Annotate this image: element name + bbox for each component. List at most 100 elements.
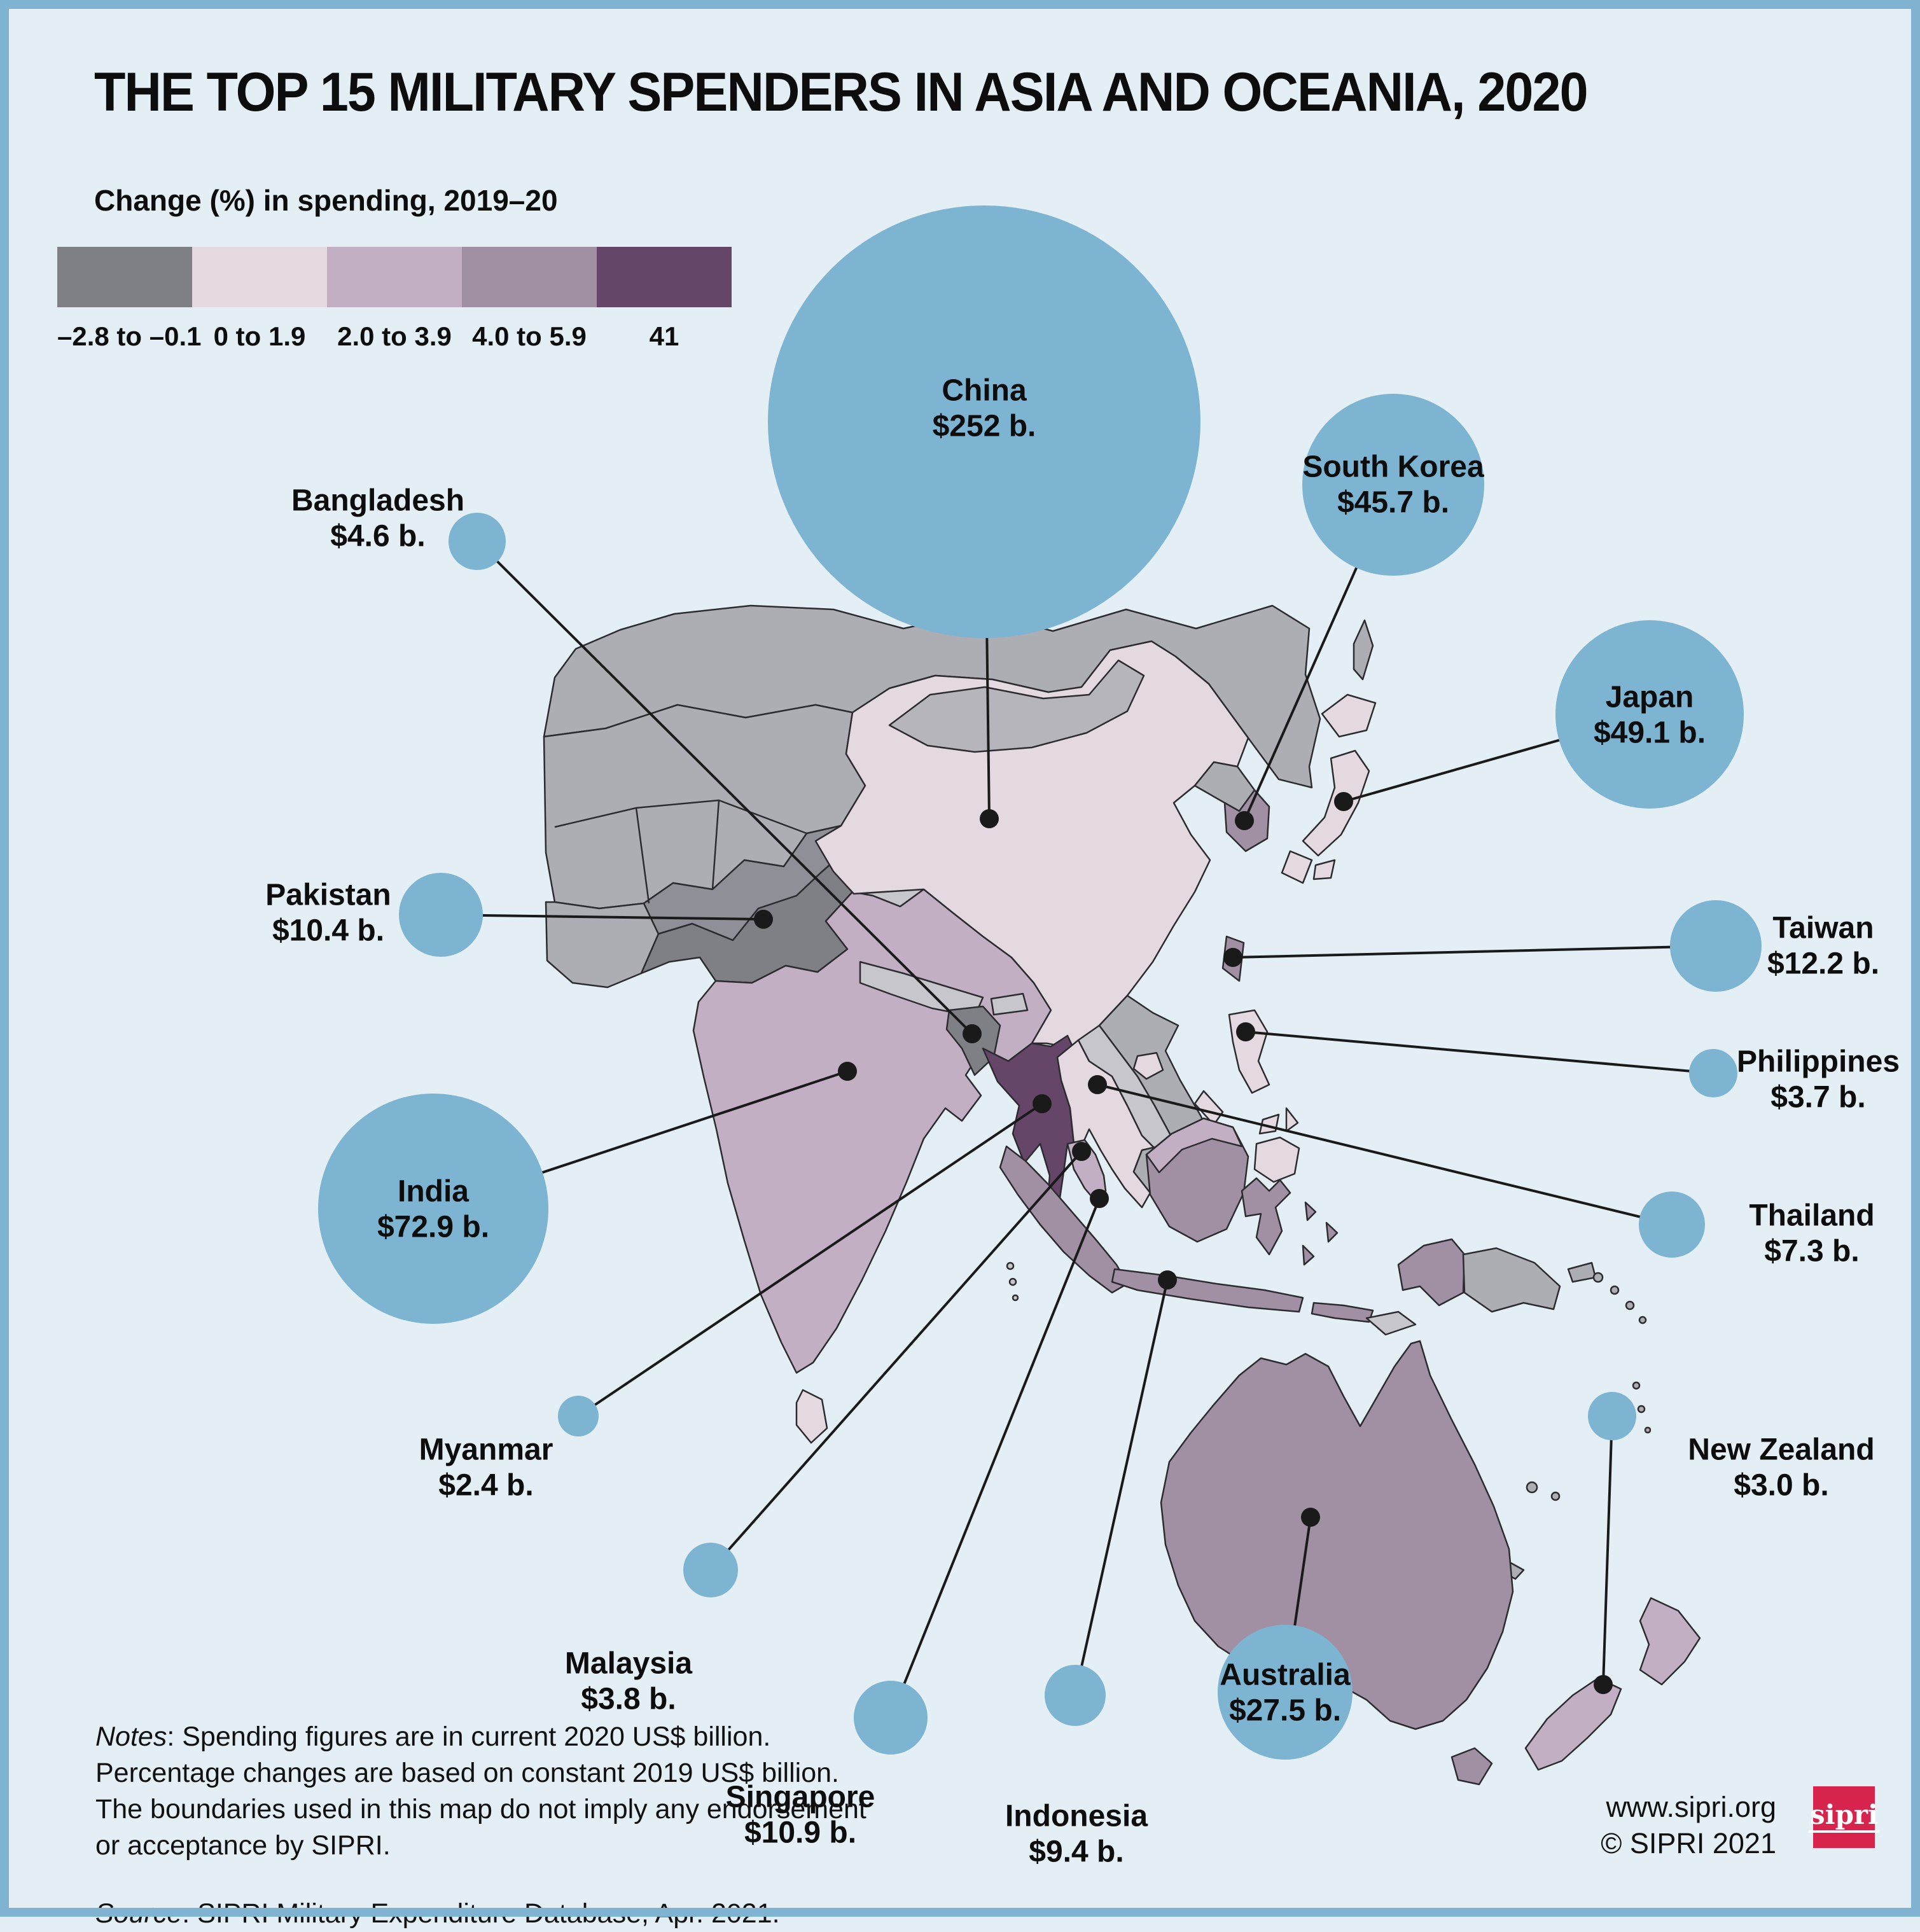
page-title: THE TOP 15 MILITARY SPENDERS IN ASIA AND… — [94, 62, 1589, 123]
bubble-value-bangladesh: $4.6 b. — [330, 520, 425, 553]
dot-myanmar — [1033, 1094, 1052, 1113]
bubble-china — [768, 205, 1200, 638]
connector-pakistan — [440, 914, 764, 921]
bubble-country-australia: Australia — [1220, 1658, 1351, 1692]
source-line: Source: SIPRI Military Expenditure Datab… — [95, 1898, 780, 1929]
bubble-country-china: China — [942, 374, 1027, 408]
sipri-logo-text: sipri — [1808, 1802, 1880, 1833]
island-7 — [1526, 1481, 1538, 1494]
country-philippines-mindanao — [1253, 1136, 1300, 1183]
bubble-value-south-korea: $45.7 b. — [1337, 486, 1449, 520]
dot-bangladesh — [963, 1024, 982, 1043]
connector-bangladesh — [476, 540, 973, 1035]
country-sulawesi — [1241, 1177, 1291, 1256]
country-timor — [1365, 1310, 1417, 1336]
notes-line: The boundaries used in this map do not i… — [95, 1794, 866, 1824]
spending-bubbles — [318, 205, 1762, 1760]
legend-class-label: 0 to 1.9 — [213, 321, 306, 351]
country-japan-kyushu — [1281, 850, 1313, 884]
dot-japan — [1334, 792, 1353, 811]
bubble-country-india: India — [398, 1175, 469, 1209]
island-1 — [1610, 1285, 1620, 1295]
connector-philippines — [1245, 1031, 1714, 1074]
country-papua-new-guinea — [1462, 1247, 1561, 1313]
country-moluccas-2 — [1325, 1221, 1339, 1243]
island-4 — [1632, 1381, 1641, 1390]
connector-taiwan — [1232, 945, 1716, 959]
legend-swatch-row — [57, 247, 732, 307]
country-borneo-malaysia — [1145, 1117, 1243, 1174]
connector-malaysia — [709, 1150, 1083, 1571]
country-moluccas-1 — [1304, 1201, 1317, 1221]
dot-indonesia — [1158, 1270, 1177, 1289]
legend-label-row: –2.8 to –0.1 0 to 1.9 2.0 to 3.9 4.0 to 5.9… — [57, 307, 732, 352]
bubble-india — [318, 1094, 548, 1324]
bubble-country-myanmar: Myanmar — [419, 1433, 553, 1467]
dot-new-zealand — [1594, 1675, 1613, 1694]
island-8 — [1550, 1491, 1561, 1501]
legend-swatch-1 — [192, 247, 327, 307]
bubble-value-japan: $49.1 b. — [1594, 716, 1706, 750]
country-japan-hokkaido — [1321, 693, 1377, 738]
dot-philippines — [1236, 1022, 1255, 1041]
bubble-value-india: $72.9 b. — [377, 1211, 489, 1244]
bubble-south-korea — [1302, 394, 1484, 576]
central-asia-border-1 — [635, 807, 650, 904]
connector-indonesia — [1074, 1279, 1169, 1696]
country-dots — [754, 792, 1613, 1694]
legend-class-label: –2.8 to –0.1 — [57, 321, 202, 351]
legend-class-label: 41 — [649, 321, 679, 351]
legend-class-label: 4.0 to 5.9 — [472, 321, 587, 351]
bubble-value-new-zealand: $3.0 b. — [1734, 1469, 1828, 1503]
country-philippines-luzon — [1228, 1009, 1270, 1094]
bubble-philippines — [1689, 1049, 1737, 1097]
bubble-value-china: $252 b. — [933, 410, 1036, 443]
notes-line: Percentage changes are based on constant… — [95, 1758, 839, 1788]
bubble-bangladesh — [449, 513, 506, 570]
country-java — [1111, 1268, 1304, 1313]
connector-new-zealand — [1602, 1415, 1613, 1685]
bubble-labels: China$252 b. South Korea$45.7 b. Japan$49.… — [265, 374, 1900, 1869]
country-bhutan — [990, 992, 1029, 1016]
sipri-copyright: © SIPRI 2021 — [1601, 1827, 1776, 1859]
dot-thailand — [1088, 1075, 1107, 1094]
connector-singapore — [889, 1198, 1101, 1718]
country-hainan — [1132, 1052, 1164, 1080]
dot-taiwan — [1223, 948, 1242, 967]
dot-pakistan — [754, 910, 773, 929]
legend-swatch-2 — [327, 247, 462, 307]
map-countries — [543, 604, 1701, 1786]
island-11 — [1012, 1294, 1019, 1302]
country-new-britain — [1567, 1261, 1597, 1283]
bubble-country-new-zealand: New Zealand — [1688, 1433, 1874, 1467]
central-asia-border-0 — [554, 799, 807, 835]
bubble-country-malaysia: Malaysia — [565, 1647, 692, 1681]
bubble-country-pakistan: Pakistan — [265, 879, 391, 912]
bubble-country-south-korea: South Korea — [1302, 450, 1484, 484]
country-lesser-sundas — [1311, 1302, 1374, 1323]
notes-block: Notes: Spending figures are in current 2… — [95, 1719, 866, 1932]
bubble-value-myanmar: $2.4 b. — [438, 1469, 533, 1503]
island-9 — [1006, 1261, 1015, 1270]
country-japan-shikoku — [1312, 859, 1336, 880]
bubble-indonesia — [1045, 1665, 1106, 1726]
country-tasmania — [1450, 1747, 1493, 1786]
central-asia-border-2 — [711, 800, 720, 890]
country-moluccas-3 — [1302, 1244, 1315, 1266]
connector-myanmar — [577, 1102, 1043, 1417]
bubble-myanmar — [558, 1396, 599, 1436]
legend-swatch-4 — [597, 247, 732, 307]
bubble-value-malaysia: $3.8 b. — [581, 1683, 676, 1716]
island-5 — [1637, 1405, 1646, 1414]
bubble-country-philippines: Philippines — [1737, 1045, 1900, 1079]
dot-australia — [1301, 1508, 1320, 1527]
island-0 — [1592, 1272, 1604, 1283]
bubble-thailand — [1639, 1192, 1705, 1258]
bubble-value-pakistan: $10.4 b. — [272, 914, 384, 948]
sipri-website: www.sipri.org — [1606, 1791, 1776, 1823]
country-iran — [545, 901, 660, 989]
country-new-zealand-north — [1639, 1597, 1701, 1686]
island-10 — [1008, 1277, 1017, 1286]
bubble-country-bangladesh: Bangladesh — [291, 484, 464, 518]
